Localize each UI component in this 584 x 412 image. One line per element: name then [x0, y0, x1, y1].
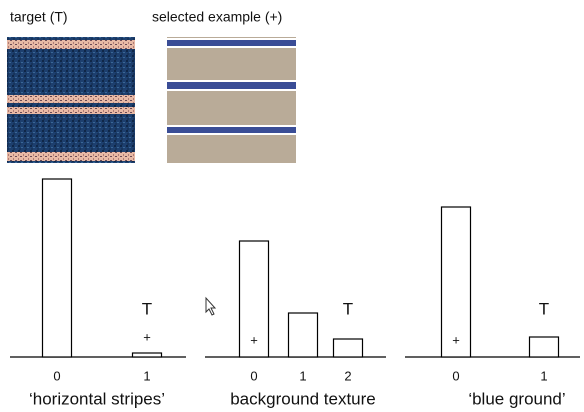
- bar: [289, 313, 318, 357]
- mouse-cursor: [206, 298, 215, 315]
- selected-marker: +: [250, 332, 258, 347]
- chart-title: ‘horizontal stripes’: [29, 389, 165, 408]
- bar: [133, 353, 162, 357]
- target-marker: T: [343, 299, 353, 318]
- x-tick-label: 2: [344, 368, 351, 383]
- x-tick-label: 0: [53, 368, 60, 383]
- figure: target (T) selected example (+) 0 1 ‘horiz…: [0, 0, 584, 412]
- x-tick-label: 1: [299, 368, 306, 383]
- x-tick-label: 0: [250, 368, 257, 383]
- target-marker: T: [539, 299, 549, 318]
- target-texture: [7, 37, 135, 163]
- target-caption: target (T): [10, 9, 68, 25]
- selected-marker: +: [452, 332, 460, 347]
- selected-texture: [167, 37, 296, 163]
- chart-title: ‘blue ground’: [468, 389, 565, 408]
- target-marker: T: [142, 299, 152, 318]
- bar: [43, 179, 72, 357]
- chart-title: background texture: [230, 389, 376, 408]
- x-tick-label: 1: [540, 368, 547, 383]
- selected-marker: +: [143, 329, 151, 344]
- bar: [530, 337, 559, 357]
- x-tick-label: 1: [143, 368, 150, 383]
- bar: [334, 339, 363, 357]
- x-tick-label: 0: [452, 368, 459, 383]
- selected-caption: selected example (+): [152, 9, 282, 25]
